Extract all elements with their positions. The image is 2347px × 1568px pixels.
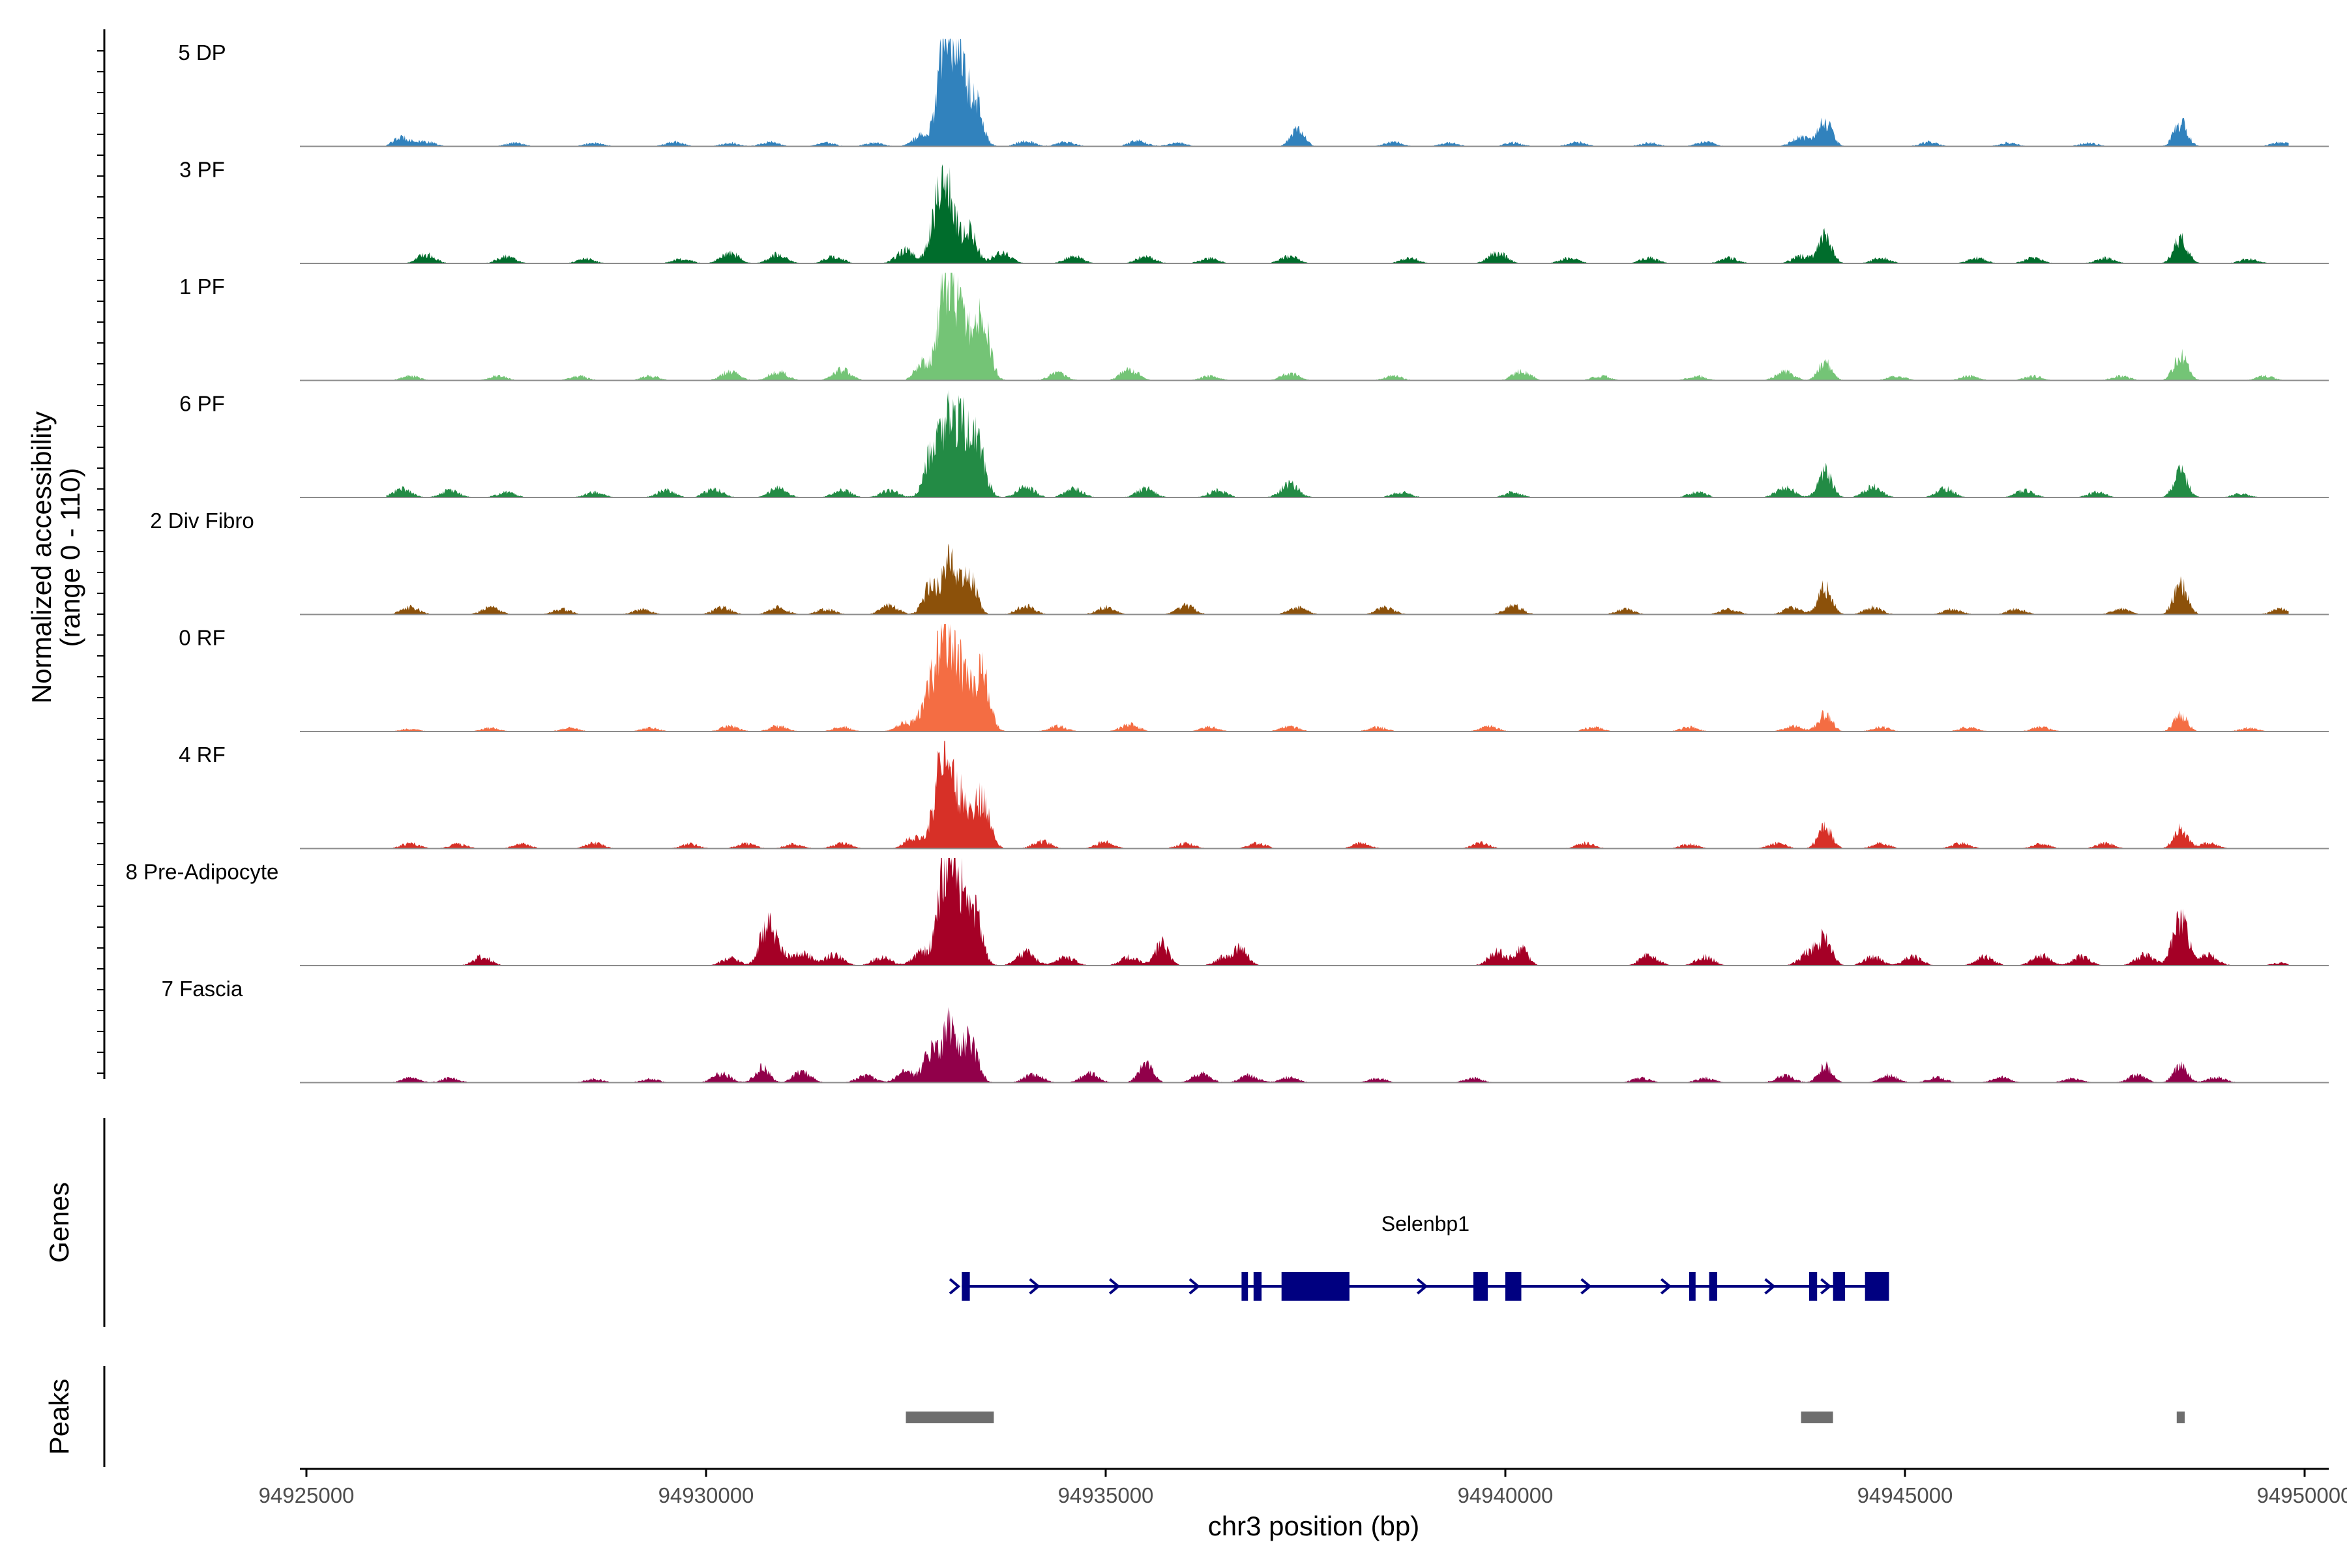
strand-arrow [1188, 1278, 1200, 1295]
called-peak [1801, 1412, 1833, 1423]
genes-track-title: Genes [44, 1182, 74, 1263]
track-2: 3 PF [179, 158, 2329, 264]
track-label: 7 Fascia [162, 977, 243, 1001]
x-tick-label: 94935000 [1058, 1483, 1154, 1507]
gene-exon [1253, 1272, 1262, 1301]
strand-arrow [1820, 1278, 1832, 1295]
x-tick-label: 94945000 [1857, 1483, 1953, 1507]
track-label: 1 PF [179, 274, 225, 299]
track-9: 7 Fascia [162, 977, 2329, 1084]
track-label: 8 Pre-Adipocyte [126, 860, 279, 884]
y-axis-title-line1: Normalized accessibility [26, 411, 57, 703]
gene-exon [1241, 1272, 1248, 1301]
strand-arrow [1416, 1278, 1428, 1295]
gene-exon [1281, 1272, 1350, 1301]
track-5: 2 Div Fibro [150, 509, 2329, 615]
track-7: 4 RF [179, 741, 2329, 850]
x-tick-label: 94950000 [2257, 1483, 2347, 1507]
strand-arrow [1029, 1278, 1041, 1295]
track-8: 8 Pre-Adipocyte [126, 858, 2329, 966]
track-4: 6 PF [179, 390, 2329, 498]
track-1: 5 DP [178, 38, 2329, 147]
track-3: 1 PF [179, 273, 2329, 381]
peaks-track-title: Peaks [44, 1379, 74, 1455]
strand-arrow [1764, 1278, 1776, 1295]
strand-arrow [1580, 1278, 1592, 1295]
gene-model: Selenbp1 [949, 1212, 1889, 1301]
gene-exon [1709, 1272, 1717, 1301]
x-axis-title: chr3 position (bp) [1208, 1511, 1420, 1541]
y-axis-title-line2: (range 0 - 110) [55, 468, 85, 647]
called-peak [2176, 1412, 2185, 1423]
gene-exon [1808, 1272, 1818, 1301]
track-label: 3 PF [179, 158, 225, 182]
strand-arrow [1660, 1278, 1672, 1295]
strand-arrow [949, 1278, 961, 1295]
gene-exon [1833, 1272, 1846, 1301]
called-peak [906, 1412, 994, 1423]
strand-arrow [1108, 1278, 1121, 1295]
gene-exon [1865, 1272, 1889, 1301]
x-tick-label: 94925000 [259, 1483, 355, 1507]
gene-label: Selenbp1 [1381, 1212, 1469, 1235]
track-label: 0 RF [179, 626, 226, 650]
track-6: 0 RF [179, 624, 2329, 732]
gene-exon [1505, 1272, 1522, 1301]
gene-exon [1689, 1272, 1696, 1301]
x-tick-label: 94930000 [658, 1483, 754, 1507]
track-label: 4 RF [179, 743, 226, 767]
track-label: 5 DP [178, 40, 226, 65]
track-label: 2 Div Fibro [150, 509, 254, 533]
x-tick-label: 94940000 [1458, 1483, 1554, 1507]
gene-exon [1473, 1272, 1488, 1301]
gene-exon [962, 1272, 970, 1301]
track-label: 6 PF [179, 392, 225, 416]
